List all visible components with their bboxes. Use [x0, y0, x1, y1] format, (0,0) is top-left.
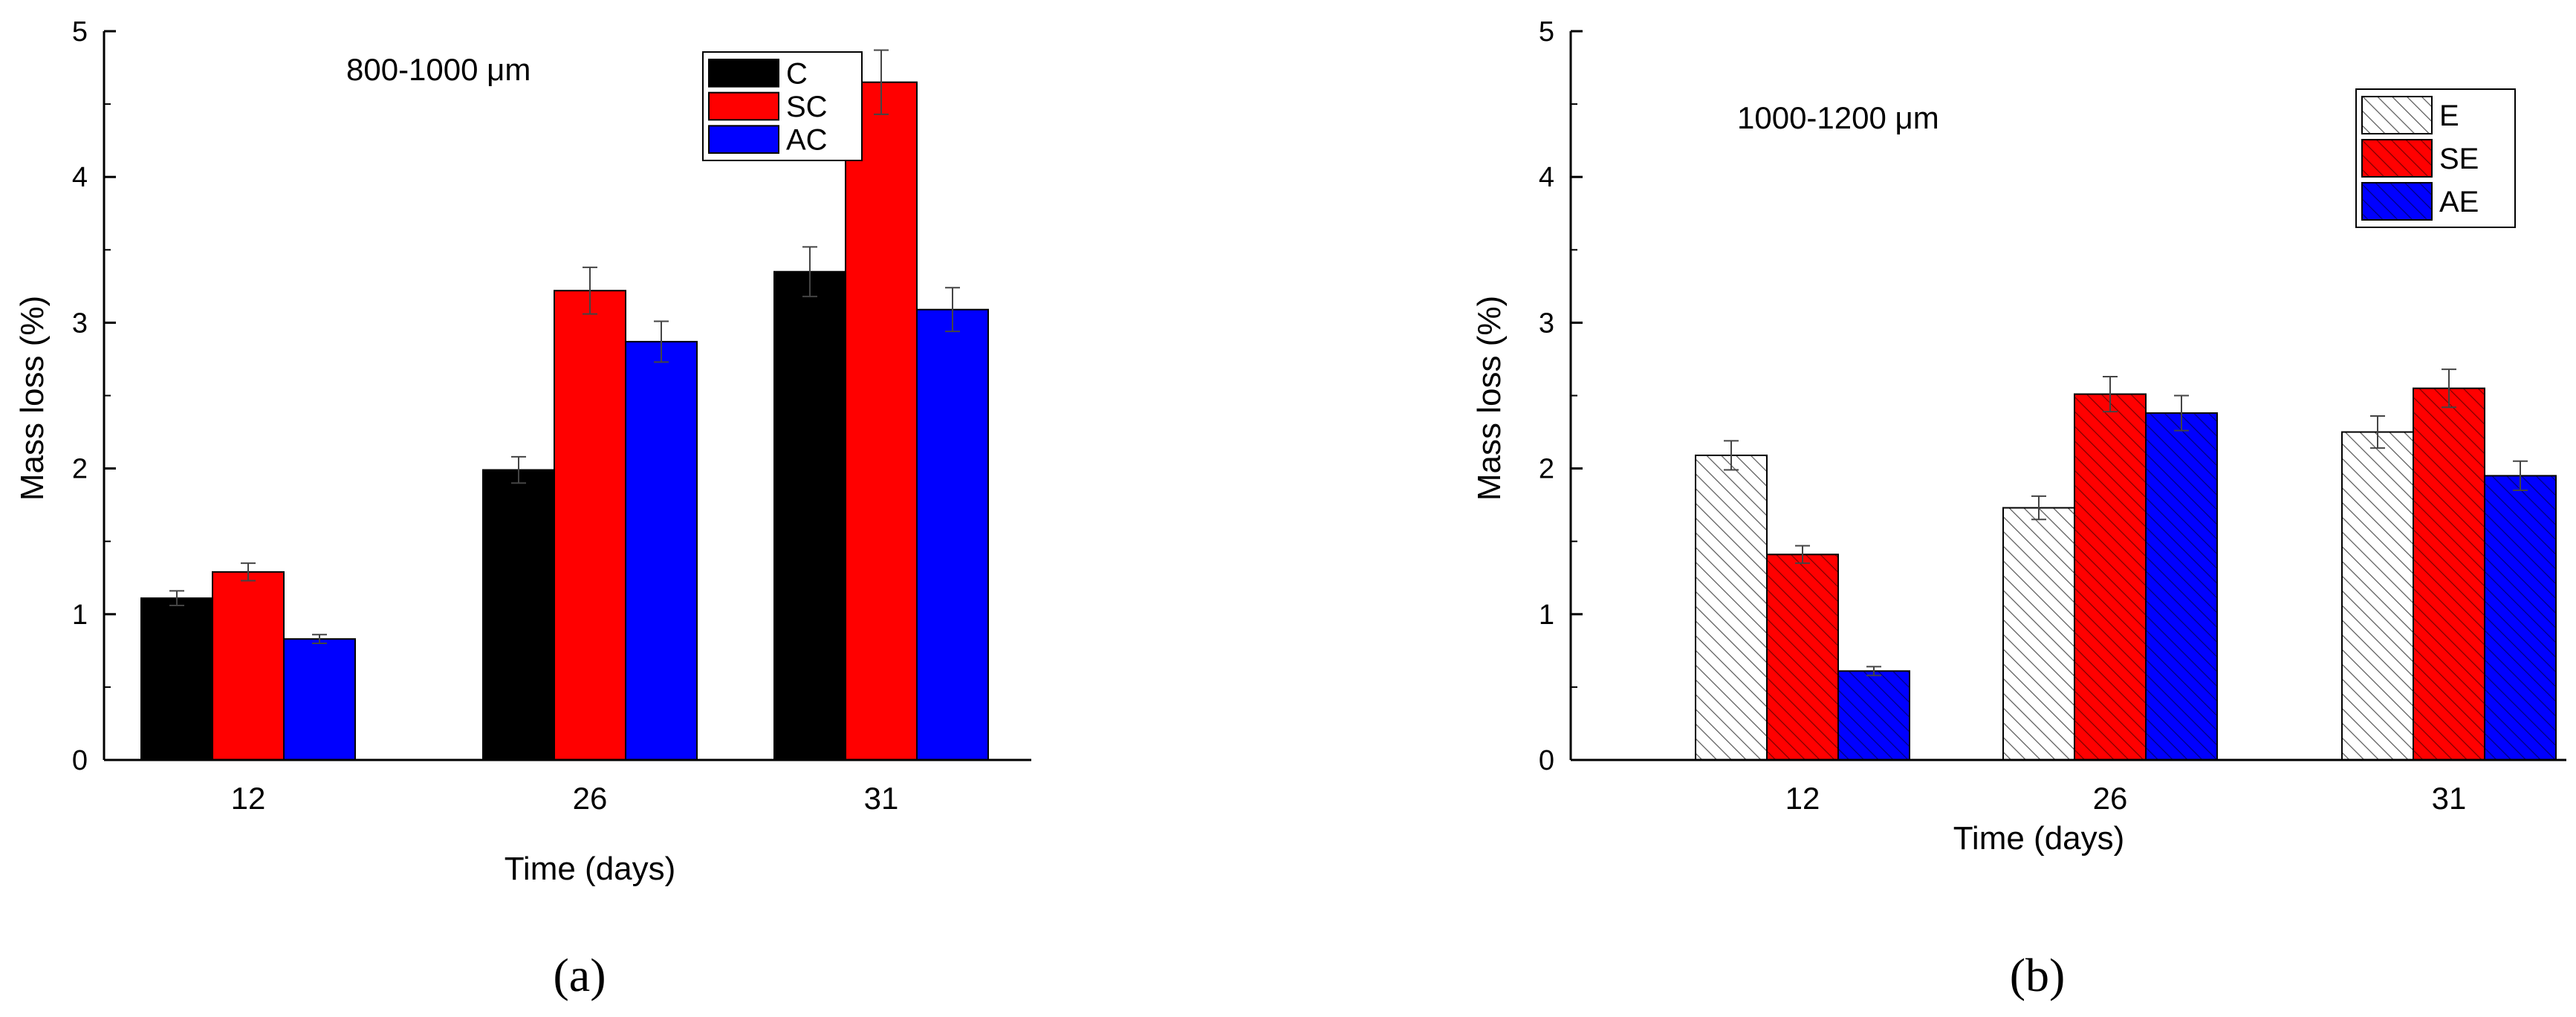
x-axis-label-a: Time (days) [505, 851, 676, 887]
bar-sc-26 [554, 290, 626, 761]
error-bar-se-31 [2442, 368, 2456, 409]
y-tick-label-b: 1 [1539, 600, 1554, 631]
error-bar-ae-26 [2174, 394, 2189, 432]
chart-annotation-a: 800-1000 μm [346, 52, 531, 87]
error-bar-e-12 [1724, 440, 1739, 471]
y-tick-label-a: 5 [72, 16, 88, 48]
bar-e-31 [2341, 431, 2414, 761]
bar-ac-12 [283, 638, 356, 761]
bar-c-31 [773, 270, 846, 761]
error-bar-se-12 [1795, 545, 1810, 565]
error-bar-e-31 [2370, 415, 2385, 449]
error-bar-c-31 [802, 246, 817, 298]
x-tick-label-b: 31 [2432, 781, 2467, 816]
error-bar-ac-12 [312, 634, 327, 645]
legend-swatch-ae [2361, 182, 2433, 221]
y-tick-label-a: 1 [72, 600, 88, 631]
bar-e-26 [2002, 507, 2075, 761]
y-tick-label-a: 3 [72, 308, 88, 339]
error-bar-sc-31 [874, 49, 889, 115]
bar-se-26 [2074, 393, 2147, 761]
legend-swatch-sc [708, 91, 779, 121]
bar-se-31 [2413, 387, 2485, 761]
y-tick-label-a: 0 [72, 745, 88, 776]
bar-ae-31 [2484, 475, 2557, 761]
x-tick-label-a: 31 [864, 781, 899, 816]
y-axis-label-b: Mass loss (%) [1471, 296, 1508, 501]
error-bar-sc-12 [241, 562, 256, 582]
bar-ae-26 [2145, 412, 2218, 761]
error-bar-c-12 [169, 590, 184, 607]
legend-b: E SE AE [2355, 88, 2516, 228]
y-axis-label-a: Mass loss (%) [14, 296, 51, 501]
bar-ae-12 [1837, 670, 1910, 761]
legend-label-e: E [2439, 100, 2459, 132]
error-bar-e-26 [2031, 495, 2046, 521]
error-bar-ac-31 [945, 287, 960, 333]
x-tick-label-a: 12 [231, 781, 266, 816]
chart-annotation-b: 1000-1200 μm [1737, 100, 1939, 135]
y-tick-label-a: 2 [72, 454, 88, 485]
error-bar-c-26 [511, 455, 526, 484]
legend-label-se: SE [2439, 143, 2479, 175]
bar-se-12 [1766, 553, 1839, 761]
x-tick-label-b: 26 [2093, 781, 2128, 816]
bar-ac-26 [625, 340, 698, 761]
bars-layer-b [1695, 368, 2557, 761]
x-axis-label-b: Time (days) [1953, 820, 2125, 857]
legend-label-sc: SC [786, 91, 828, 123]
bar-e-12 [1695, 454, 1768, 761]
legend-label-ae: AE [2439, 186, 2479, 218]
legend-label-c: C [786, 57, 808, 90]
bar-ac-31 [916, 308, 989, 761]
legend-swatch-ac [708, 125, 779, 154]
bar-sc-31 [845, 81, 918, 761]
legend-label-ac: AC [786, 124, 828, 157]
y-tick-label-b: 5 [1539, 16, 1554, 48]
y-tick-label-b: 2 [1539, 454, 1554, 485]
legend-swatch-c [708, 59, 779, 88]
bar-c-12 [140, 597, 213, 761]
bar-sc-12 [212, 571, 285, 761]
y-tick-label-a: 4 [72, 162, 88, 193]
error-bar-ae-12 [1866, 666, 1881, 677]
x-tick-label-a: 26 [573, 781, 608, 816]
error-bar-ae-31 [2513, 460, 2528, 492]
y-tick-label-b: 4 [1539, 162, 1554, 193]
error-bar-ac-26 [654, 320, 669, 363]
legend-swatch-se [2361, 139, 2433, 178]
error-bar-sc-26 [583, 266, 597, 315]
bars-layer-a [140, 49, 989, 761]
y-tick-label-b: 0 [1539, 745, 1554, 776]
bar-c-26 [482, 469, 555, 761]
panel-label-a: (a) [553, 949, 606, 1001]
panel-label-b: (b) [2010, 949, 2066, 1001]
error-bar-se-26 [2103, 375, 2118, 413]
y-tick-label-b: 3 [1539, 308, 1554, 339]
x-tick-label-b: 12 [1785, 781, 1820, 816]
legend-swatch-e [2361, 96, 2433, 134]
